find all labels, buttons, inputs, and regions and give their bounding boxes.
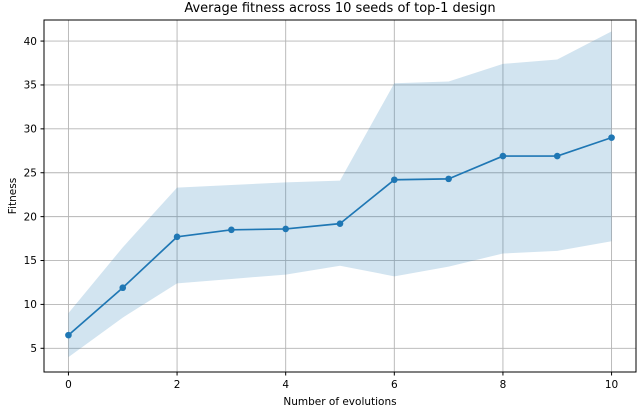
y-tick-label: 25 — [24, 167, 37, 179]
data-point-marker — [228, 226, 235, 234]
x-tick-label: 8 — [500, 379, 507, 391]
data-point-marker — [499, 152, 507, 160]
chart-title: Average fitness across 10 seeds of top-1… — [184, 1, 496, 16]
y-tick-label: 35 — [24, 80, 37, 92]
y-tick-label: 30 — [24, 124, 37, 136]
data-point-marker — [173, 233, 181, 241]
plot-border — [43, 19, 637, 373]
data-point-marker — [445, 175, 452, 183]
y-tick-label: 40 — [24, 36, 37, 48]
data-point-marker — [608, 134, 615, 141]
x-tick-label: 2 — [174, 379, 181, 391]
data-point-marker — [336, 220, 344, 227]
x-axis-label: Number of evolutions — [283, 396, 397, 408]
y-axis-label: Fitness — [7, 177, 19, 215]
x-tick-label: 10 — [605, 379, 618, 391]
y-tick-label: 10 — [24, 299, 37, 311]
data-point-marker — [553, 152, 561, 160]
data-point-marker — [65, 331, 72, 339]
x-tick-label: 6 — [391, 379, 398, 391]
data-point-marker — [282, 225, 289, 233]
data-point-marker — [391, 176, 398, 184]
y-tick-label: 20 — [24, 211, 37, 223]
x-tick-label: 0 — [65, 379, 72, 391]
confidence-band — [68, 31, 612, 358]
y-tick-label: 5 — [30, 343, 37, 355]
data-point-marker — [119, 284, 127, 292]
x-tick-label: 4 — [282, 379, 289, 391]
y-tick-label: 15 — [24, 255, 37, 267]
